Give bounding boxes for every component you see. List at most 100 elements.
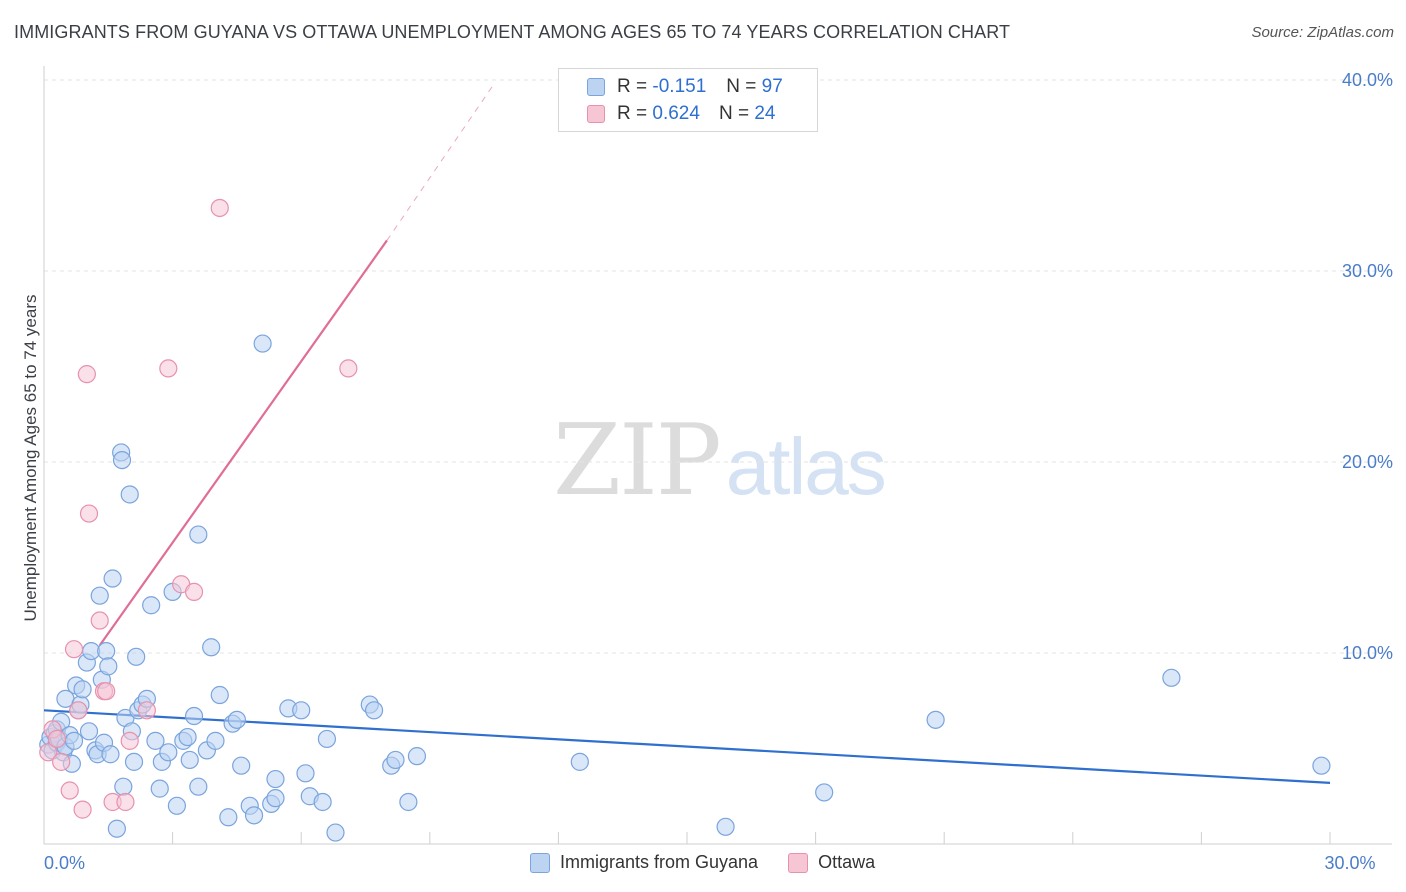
data-point-ottawa bbox=[60, 781, 79, 800]
data-point-ottawa bbox=[120, 731, 139, 750]
watermark: ZIPatlas bbox=[553, 404, 887, 518]
data-point-guyana bbox=[926, 710, 945, 729]
legend-r-label: R = bbox=[617, 76, 648, 97]
data-point-guyana bbox=[206, 731, 225, 750]
data-point-guyana bbox=[79, 722, 99, 741]
data-point-ottawa bbox=[64, 640, 84, 659]
data-point-guyana bbox=[266, 769, 285, 789]
grid-lines bbox=[44, 79, 1392, 654]
data-point-guyana bbox=[180, 750, 199, 770]
data-point-guyana bbox=[407, 747, 427, 766]
data-point-guyana bbox=[232, 756, 251, 775]
data-point-guyana bbox=[114, 777, 133, 796]
legend-r-label: R = bbox=[617, 103, 648, 124]
data-point-guyana bbox=[103, 569, 122, 588]
legend-n-value-ottawa: 24 bbox=[754, 103, 776, 124]
data-point-guyana bbox=[716, 817, 735, 836]
data-point-guyana bbox=[386, 750, 405, 770]
x-tick-label: 0.0% bbox=[44, 853, 85, 873]
data-point-guyana bbox=[146, 731, 165, 750]
data-point-guyana bbox=[219, 808, 238, 827]
data-point-guyana bbox=[124, 752, 144, 771]
legend-row-ottawa: R = 0.624 N = 24 bbox=[559, 101, 775, 127]
data-point-guyana bbox=[97, 641, 116, 661]
y-tick-label: 10.0% bbox=[1342, 643, 1393, 663]
data-point-guyana bbox=[326, 823, 345, 842]
data-point-ottawa bbox=[339, 359, 358, 378]
data-point-guyana bbox=[364, 701, 384, 720]
data-point-guyana bbox=[120, 485, 139, 504]
data-point-guyana bbox=[313, 792, 332, 812]
data-point-guyana bbox=[73, 680, 92, 699]
legend-r-value-guyana: -0.151 bbox=[652, 76, 707, 97]
legend-n-label: N = bbox=[718, 103, 750, 124]
data-point-guyana bbox=[107, 819, 126, 838]
data-point-ottawa bbox=[159, 359, 178, 378]
data-point-ottawa bbox=[210, 198, 229, 218]
legend-n-label: N = bbox=[726, 76, 757, 97]
series-legend: Immigrants from Guyana Ottawa bbox=[530, 852, 905, 873]
data-point-ottawa bbox=[97, 682, 116, 701]
data-point-ottawa bbox=[73, 800, 92, 819]
data-point-ottawa bbox=[90, 611, 109, 630]
legend-r-value-ottawa: 0.624 bbox=[652, 103, 700, 124]
legend-swatch-pink bbox=[587, 105, 605, 123]
data-point-guyana bbox=[570, 752, 589, 771]
trend-lines bbox=[43, 83, 1331, 784]
data-point-guyana bbox=[1162, 668, 1181, 687]
data-point-ottawa bbox=[77, 365, 96, 384]
data-point-guyana bbox=[178, 727, 197, 747]
data-point-guyana bbox=[167, 796, 186, 815]
data-point-ottawa bbox=[39, 743, 58, 762]
data-point-ottawa bbox=[184, 582, 204, 601]
data-point-ottawa bbox=[79, 504, 99, 523]
data-point-ottawa bbox=[47, 729, 66, 749]
data-point-ottawa bbox=[137, 701, 156, 720]
y-tick-label: 20.0% bbox=[1342, 452, 1393, 472]
trend-line-ottawa-extension bbox=[386, 83, 495, 241]
data-point-guyana bbox=[64, 731, 84, 750]
data-point-guyana bbox=[99, 657, 118, 676]
y-tick-label: 40.0% bbox=[1342, 70, 1393, 90]
chart-title: IMMIGRANTS FROM GUYANA VS OTTAWA UNEMPLO… bbox=[14, 22, 1011, 42]
data-point-guyana bbox=[210, 685, 229, 705]
legend-swatch-guyana bbox=[530, 852, 550, 873]
data-point-guyana bbox=[150, 779, 169, 798]
legend-item-ottawa[interactable]: Ottawa bbox=[788, 852, 875, 873]
data-point-guyana bbox=[127, 647, 146, 666]
data-point-guyana bbox=[244, 806, 264, 825]
legend-item-guyana[interactable]: Immigrants from Guyana bbox=[530, 852, 758, 873]
stats-legend: R = -0.151 N = 97 R = 0.624 N = 24 bbox=[558, 68, 818, 132]
legend-swatch-ottawa bbox=[788, 852, 809, 873]
y-axis-label: Unemployment Among Ages 65 to 74 years bbox=[21, 295, 40, 622]
data-point-guyana bbox=[266, 789, 285, 808]
data-point-guyana bbox=[202, 638, 221, 657]
data-point-guyana bbox=[112, 450, 132, 470]
legend-label-guyana: Immigrants from Guyana bbox=[560, 852, 759, 872]
legend-label-ottawa: Ottawa bbox=[818, 852, 876, 872]
data-point-guyana bbox=[184, 706, 204, 726]
series-guyana-points bbox=[39, 334, 1331, 842]
axes bbox=[43, 66, 1392, 845]
data-point-guyana bbox=[296, 764, 315, 783]
legend-row-guyana: R = -0.151 N = 97 bbox=[559, 74, 783, 100]
legend-n-value-guyana: 97 bbox=[761, 76, 783, 97]
data-point-guyana bbox=[159, 743, 178, 762]
data-point-guyana bbox=[189, 777, 208, 796]
data-point-ottawa bbox=[69, 701, 88, 720]
tick-labels: 10.0% 20.0% 30.0% 40.0% 0.0% 30.0% bbox=[44, 70, 1393, 873]
y-tick-label: 30.0% bbox=[1342, 261, 1393, 281]
watermark-atlas: atlas bbox=[725, 422, 887, 511]
legend-swatch-blue bbox=[587, 78, 605, 96]
data-point-guyana bbox=[815, 783, 834, 802]
watermark-zip: ZIP bbox=[553, 404, 722, 518]
data-point-guyana bbox=[189, 525, 208, 544]
data-point-guyana bbox=[90, 586, 109, 605]
source-credit: Source: ZipAtlas.com bbox=[1251, 24, 1394, 41]
data-point-guyana bbox=[142, 596, 161, 615]
x-tick-label: 30.0% bbox=[1324, 853, 1375, 873]
data-point-guyana bbox=[227, 710, 246, 729]
data-point-guyana bbox=[317, 729, 337, 749]
data-point-guyana bbox=[253, 334, 272, 353]
